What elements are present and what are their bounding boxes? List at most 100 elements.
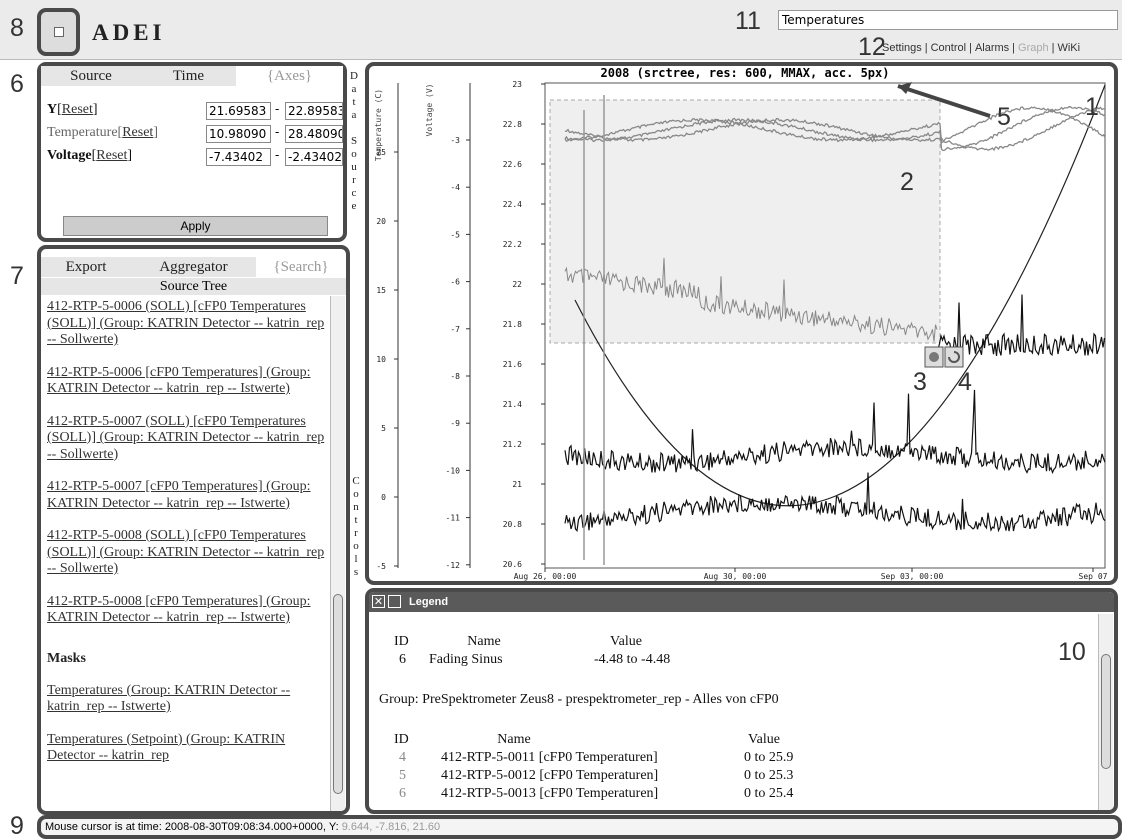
bracket: [ xyxy=(57,102,62,117)
series-line xyxy=(564,389,1106,475)
apply-button[interactable]: Apply xyxy=(63,216,328,236)
axis-name: Temperature xyxy=(47,125,118,140)
separator: - xyxy=(275,148,280,162)
y-tick-label: 20 xyxy=(376,217,386,226)
scrollbar[interactable] xyxy=(1098,614,1113,810)
y-tick-label: 22.4 xyxy=(503,200,522,209)
tree-item[interactable]: 412-RTP-5-0006 (SOLL) [cFP0 Temperatures… xyxy=(47,299,325,347)
y-tick-label: 5 xyxy=(381,424,386,433)
series-line xyxy=(574,84,1106,507)
menu-item[interactable]: WiKi xyxy=(1057,42,1081,54)
series-line xyxy=(564,257,938,342)
y-tick-label: -5 xyxy=(450,230,460,239)
y-tick-label: 22.8 xyxy=(503,120,522,129)
axis-row-label: Temperature[Reset] xyxy=(47,125,158,141)
tree-item[interactable]: 412-RTP-5-0006 [cFP0 Temperatures] (Grou… xyxy=(47,364,311,397)
y-tick-label: 23 xyxy=(512,80,522,89)
axis-title: Voltage (V) xyxy=(425,84,434,137)
bracket: ] xyxy=(92,102,98,117)
status-bar: Mouse cursor is at time: 2008-08-30T09:0… xyxy=(37,815,1122,839)
min-field[interactable]: -7.43402 xyxy=(206,148,271,166)
legend-cell: -4.48 to -4.48 xyxy=(594,652,671,667)
scroll-thumb[interactable] xyxy=(1101,654,1111,769)
menu-separator: | xyxy=(969,42,972,54)
reset-link[interactable]: Reset xyxy=(61,102,93,117)
y-tick-label: -4 xyxy=(450,183,460,192)
axis-name: Y xyxy=(47,102,58,117)
legend-cell: 412-RTP-5-0011 [cFP0 Temperaturen] xyxy=(441,750,658,765)
legend-cell: Name xyxy=(467,634,501,649)
tree-panel: Export Aggregator {Search} Source Tree 4… xyxy=(37,245,350,815)
home-button[interactable] xyxy=(37,8,80,56)
legend-cell: Name xyxy=(497,732,531,747)
marker: 9 xyxy=(10,812,24,840)
reset-link[interactable]: Reset xyxy=(96,148,128,163)
maximize-button[interactable] xyxy=(388,595,401,608)
mask-item[interactable]: Temperatures (Group: KATRIN Detector -- … xyxy=(47,682,291,715)
axis-row-label: Y[Reset] xyxy=(47,102,98,118)
tab[interactable]: Export xyxy=(65,259,107,275)
x-tick-label: Sep 03, 00:00 xyxy=(881,572,944,581)
zoom-icon xyxy=(929,352,939,362)
menu-separator: | xyxy=(1012,42,1016,54)
y-tick-label: -11 xyxy=(446,514,461,523)
reset-button[interactable] xyxy=(944,346,964,368)
max-field[interactable]: 22.89583 xyxy=(285,102,343,120)
tab-active[interactable]: {Axes} xyxy=(236,66,343,86)
menu-separator: | xyxy=(924,42,928,54)
legend-panel: ✕ Legend ID Name Value 6 Fading Sinus -4.48 t… xyxy=(365,588,1118,814)
series-line xyxy=(583,95,605,565)
y-tick-label: 15 xyxy=(376,286,386,295)
masks-title: Masks xyxy=(47,650,86,666)
tab[interactable]: Source xyxy=(70,68,112,84)
menu-item[interactable]: Alarms xyxy=(974,42,1010,54)
y-tick-label: -3 xyxy=(450,136,460,145)
mask-item[interactable]: Temperatures (Setpoint) (Group: KATRIN D… xyxy=(47,731,286,764)
min-field[interactable]: 21.69583 xyxy=(206,102,271,120)
legend-cell: ID xyxy=(394,732,409,747)
y-tick-label: -8 xyxy=(450,372,460,381)
tab-bar: Source Time {Axes} xyxy=(41,66,343,86)
menu-separator: | xyxy=(1051,42,1055,54)
legend-cell: 412-RTP-5-0013 [cFP0 Temperaturen] xyxy=(441,786,659,801)
menu-item[interactable]: Settings xyxy=(882,42,922,54)
tree-item[interactable]: 412-RTP-5-0007 [cFP0 Temperatures] (Grou… xyxy=(47,479,311,511)
close-button[interactable]: ✕ xyxy=(372,595,385,608)
tree-item[interactable]: 412-RTP-5-0007 (SOLL) [cFP0 Temperatures… xyxy=(47,413,325,462)
tab[interactable]: Time xyxy=(172,68,205,84)
x-tick-label: Aug 26, 00:00 xyxy=(514,572,577,581)
legend-cell: 0 to 25.9 xyxy=(744,750,794,765)
series-line xyxy=(564,106,1106,152)
y-tick-label: 0 xyxy=(381,493,386,502)
max-field[interactable]: 28.48090 xyxy=(285,125,343,143)
separator: - xyxy=(275,125,280,139)
reset-link[interactable]: Reset xyxy=(122,125,154,140)
separator: - xyxy=(275,102,280,116)
legend-cell: 0 to 25.4 xyxy=(744,786,794,801)
menu-item[interactable]: Graph xyxy=(1018,42,1049,54)
menu-item[interactable]: Control xyxy=(930,42,967,54)
scrollbar[interactable] xyxy=(330,296,345,811)
side-label[interactable]: Data Source xyxy=(348,70,360,213)
y-tick-label: 22.2 xyxy=(503,240,522,249)
marker: 7 xyxy=(10,262,24,290)
legend-title: Legend xyxy=(409,596,449,608)
y-tick-label: 21 xyxy=(512,480,522,489)
max-field[interactable]: -2.43402 xyxy=(285,148,343,166)
y-tick-label: -12 xyxy=(446,561,461,570)
tree-item[interactable]: 412-RTP-5-0008 [cFP0 Temperatures] (Grou… xyxy=(47,593,311,626)
search-input[interactable]: Temperatures xyxy=(778,10,1118,30)
tab[interactable]: Aggregator xyxy=(159,259,228,275)
y-tick-label: 22 xyxy=(512,280,522,289)
tree-item[interactable]: 412-RTP-5-0008 (SOLL) [cFP0 Temperatures… xyxy=(47,528,325,576)
home-icon xyxy=(54,27,64,37)
bracket: ] xyxy=(153,125,158,140)
min-field[interactable]: 10.98090 xyxy=(206,125,271,143)
x-tick-label: Sep 07 xyxy=(1079,572,1108,581)
y-tick-label: 20.6 xyxy=(503,560,522,569)
y-tick-label: 21.6 xyxy=(503,360,522,369)
tab-active[interactable]: {Search} xyxy=(256,257,346,277)
side-label[interactable]: Controls xyxy=(350,475,362,579)
y-tick-label: 21.8 xyxy=(503,320,522,329)
scroll-thumb[interactable] xyxy=(333,594,343,794)
